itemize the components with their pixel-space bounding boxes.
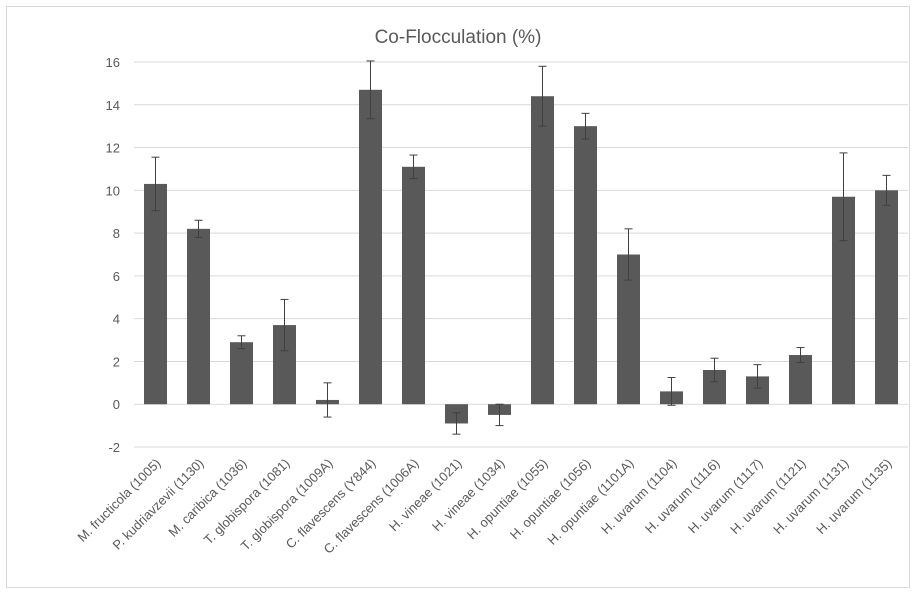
x-tick-label: H. vineae (1034) — [429, 456, 508, 535]
bar — [875, 190, 898, 405]
x-tick-label: H. uvarum (1117) — [685, 456, 766, 537]
x-tick-label: H. uvarum (1116) — [642, 456, 723, 537]
chart-title: Co-Flocculation (%) — [374, 27, 542, 48]
bar — [832, 196, 855, 405]
x-tick-label: M. caribica (1036) — [165, 456, 249, 540]
y-tick-label: 10 — [106, 183, 120, 198]
x-tick-label: H. opuntiae (1056) — [507, 456, 594, 543]
bar — [617, 254, 640, 405]
y-tick-label: 12 — [106, 141, 120, 156]
y-tick-label: 6 — [113, 269, 120, 284]
bar — [402, 166, 425, 405]
y-tick-label: 16 — [106, 55, 120, 70]
error-bars — [151, 60, 891, 435]
y-tick-label: 0 — [113, 397, 120, 412]
y-tick-label: 8 — [113, 226, 120, 241]
y-tick-label: 2 — [113, 354, 120, 369]
bars — [144, 89, 898, 424]
x-tick-label: H. uvarum (1121) — [727, 456, 808, 537]
bar — [531, 96, 554, 405]
x-tick-label: H. opuntiae (1055) — [464, 456, 551, 543]
x-tick-label: H. uvarum (1104) — [598, 456, 679, 537]
x-tick-label: H. vineae (1021) — [386, 456, 465, 535]
bar — [789, 355, 812, 405]
x-tick-label: H. uvarum (1135) — [813, 456, 894, 537]
bar — [144, 183, 167, 405]
bar — [703, 370, 726, 405]
y-tick-label: 14 — [106, 98, 120, 113]
y-tick-label: 4 — [113, 312, 120, 327]
y-axis-ticks: -2 0 2 4 6 8 10 12 14 16 — [106, 55, 120, 455]
bar — [359, 89, 382, 405]
gridlines — [134, 61, 908, 448]
bar — [273, 325, 296, 405]
bar — [746, 376, 769, 405]
x-axis-labels: M. fructicola (1005)P. kudriavzevii (113… — [74, 456, 894, 557]
bar — [230, 342, 253, 405]
bar — [187, 228, 210, 405]
y-tick-label: -2 — [108, 440, 120, 455]
x-tick-label: H. uvarum (1131) — [770, 456, 851, 537]
bar — [574, 126, 597, 405]
